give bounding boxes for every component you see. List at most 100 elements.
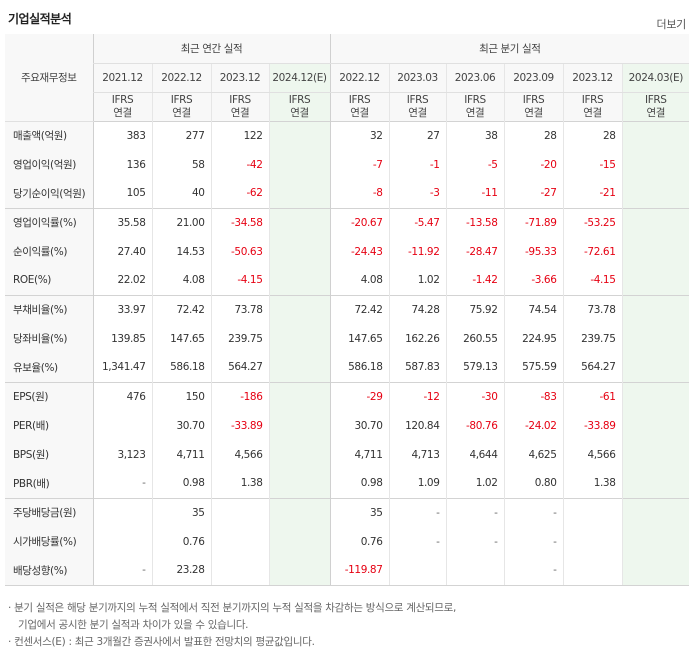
ifrs-standard: IFRS bbox=[111, 93, 134, 106]
table-row: 유보율(%) 1,341.47 586.18 564.27 586.18 587.83 57… bbox=[5, 353, 690, 382]
table-cell bbox=[268, 120, 330, 150]
row-label: PER(배) bbox=[5, 411, 93, 440]
table-cell: 32 bbox=[329, 120, 389, 150]
more-link[interactable]: 더보기 bbox=[656, 18, 687, 31]
table-cell: - bbox=[503, 497, 563, 527]
table-cell: -80.76 bbox=[445, 411, 504, 440]
table-cell: 4,566 bbox=[562, 440, 622, 469]
table-cell: -72.61 bbox=[562, 237, 622, 266]
table-cell: -119.87 bbox=[329, 556, 389, 586]
table-cell bbox=[92, 411, 152, 440]
table-cell: 136 bbox=[92, 150, 152, 179]
table-cell: -28.47 bbox=[445, 237, 504, 266]
table-cell bbox=[210, 556, 269, 586]
table-cell bbox=[268, 556, 330, 586]
table-cell: 74.54 bbox=[503, 294, 563, 324]
period-header: 2023.12 bbox=[562, 63, 622, 93]
row-label: 당기순이익(억원) bbox=[5, 179, 93, 208]
ifrs-label: IFRS 연결 bbox=[445, 92, 504, 121]
table-cell: -15 bbox=[562, 150, 622, 179]
table-cell bbox=[562, 497, 622, 527]
table-cell bbox=[621, 527, 690, 556]
table-cell bbox=[268, 411, 330, 440]
table-cell: 147.65 bbox=[329, 324, 389, 353]
table-cell: 587.83 bbox=[388, 353, 446, 382]
table-cell: -61 bbox=[562, 381, 622, 411]
table-cell: 72.42 bbox=[151, 294, 211, 324]
table-cell: - bbox=[92, 469, 152, 498]
table-cell: 260.55 bbox=[445, 324, 504, 353]
row-label: EPS(원) bbox=[5, 381, 93, 411]
table-cell bbox=[621, 266, 690, 295]
table-cell: 27 bbox=[388, 120, 446, 150]
row-label: 영업이익률(%) bbox=[5, 207, 93, 237]
table-cell: 1.02 bbox=[388, 266, 446, 295]
table-row: PBR(배) -0.98 1.38 0.98 1.09 1.02 0.80 1.38 bbox=[5, 469, 690, 498]
ifrs-consolidated: 연결 bbox=[465, 106, 485, 119]
table-cell: 40 bbox=[151, 179, 211, 208]
ifrs-label: IFRS 연결 bbox=[562, 92, 622, 121]
ifrs-consolidated: 연결 bbox=[583, 106, 602, 119]
table-cell: 4,711 bbox=[329, 440, 389, 469]
table-cell bbox=[621, 150, 690, 179]
table-cell: 575.59 bbox=[503, 353, 563, 382]
table-cell: 30.70 bbox=[151, 411, 211, 440]
ifrs-label: IFRS 연결 bbox=[329, 92, 389, 121]
table-cell: 1.02 bbox=[445, 469, 504, 498]
table-cell: -83 bbox=[503, 381, 563, 411]
ifrs-label: IFRS 연결 bbox=[621, 92, 690, 121]
footnote-quarterly: · 분기 실적은 해당 분기까지의 누적 실적에서 직전 분기까지의 누적 실적… bbox=[8, 602, 457, 614]
table-cell: -5 bbox=[445, 150, 504, 179]
ifrs-label: IFRS 연결 bbox=[210, 92, 269, 121]
footnotes: · 분기 실적은 해당 분기까지의 누적 실적에서 직전 분기까지의 누적 실적… bbox=[8, 600, 456, 648]
row-label: 시가배당률(%) bbox=[5, 527, 93, 556]
table-cell: 0.76 bbox=[151, 527, 211, 556]
table-cell: 4,566 bbox=[210, 440, 269, 469]
table-cell: -34.58 bbox=[210, 207, 269, 237]
table-cell: 14.53 bbox=[151, 237, 211, 266]
table-cell bbox=[268, 353, 330, 382]
row-label: 유보율(%) bbox=[5, 353, 93, 382]
table-cell: 75.92 bbox=[445, 294, 504, 324]
table-cell bbox=[621, 381, 690, 411]
table-cell: -8 bbox=[329, 179, 389, 208]
table-cell: 27.40 bbox=[92, 237, 152, 266]
table-row: PER(배) 30.70 -33.89 30.70 120.84 -80.76 -24.02… bbox=[5, 411, 690, 440]
table-cell: 224.95 bbox=[503, 324, 563, 353]
table-cell bbox=[268, 469, 330, 498]
table-cell: -20 bbox=[503, 150, 563, 179]
table-cell: -7 bbox=[329, 150, 389, 179]
table-cell bbox=[268, 207, 330, 237]
quarter-group-header: 최근 분기 실적 bbox=[329, 34, 690, 64]
table-cell bbox=[621, 353, 690, 382]
table-cell: - bbox=[388, 497, 446, 527]
ifrs-label: IFRS 연결 bbox=[92, 92, 152, 121]
table-cell: 4,711 bbox=[151, 440, 211, 469]
table-row: BPS(원) 3,123 4,711 4,566 4,711 4,713 4,644 4,62… bbox=[5, 440, 690, 469]
table-row: 배당성향(%) -23.28 -119.87- bbox=[5, 556, 690, 586]
footnote-quarterly-cont: 기업에서 공시한 분기 실적과 차이가 있을 수 있습니다. bbox=[18, 619, 249, 631]
row-label: 당좌비율(%) bbox=[5, 324, 93, 353]
table-cell: 74.28 bbox=[388, 294, 446, 324]
table-cell: 0.98 bbox=[151, 469, 211, 498]
period-header: 2023.09 bbox=[503, 63, 563, 93]
table-cell: 150 bbox=[151, 381, 211, 411]
table-cell: -5.47 bbox=[388, 207, 446, 237]
table-cell: 586.18 bbox=[151, 353, 211, 382]
table-cell: 122 bbox=[210, 120, 269, 150]
table-row: 부채비율(%) 33.97 72.42 73.78 72.42 74.28 75.92 74.… bbox=[5, 294, 690, 324]
table-cell: -27 bbox=[503, 179, 563, 208]
table-cell: 35 bbox=[329, 497, 389, 527]
section-title: 기업실적분석 bbox=[8, 12, 72, 26]
table-row: 영업이익(억원) 136 58 -42 -7 -1 -5 -20 -15 bbox=[5, 150, 690, 179]
table-cell: 35 bbox=[151, 497, 211, 527]
table-cell: -95.33 bbox=[503, 237, 563, 266]
row-label: 영업이익(억원) bbox=[5, 150, 93, 179]
period-header: 2023.12 bbox=[210, 63, 269, 93]
table-cell: -11.92 bbox=[388, 237, 446, 266]
table-cell: -24.02 bbox=[503, 411, 563, 440]
table-cell: 586.18 bbox=[329, 353, 389, 382]
ifrs-standard: IFRS bbox=[288, 93, 311, 106]
table-cell: -1 bbox=[388, 150, 446, 179]
ifrs-standard: IFRS bbox=[522, 93, 545, 106]
